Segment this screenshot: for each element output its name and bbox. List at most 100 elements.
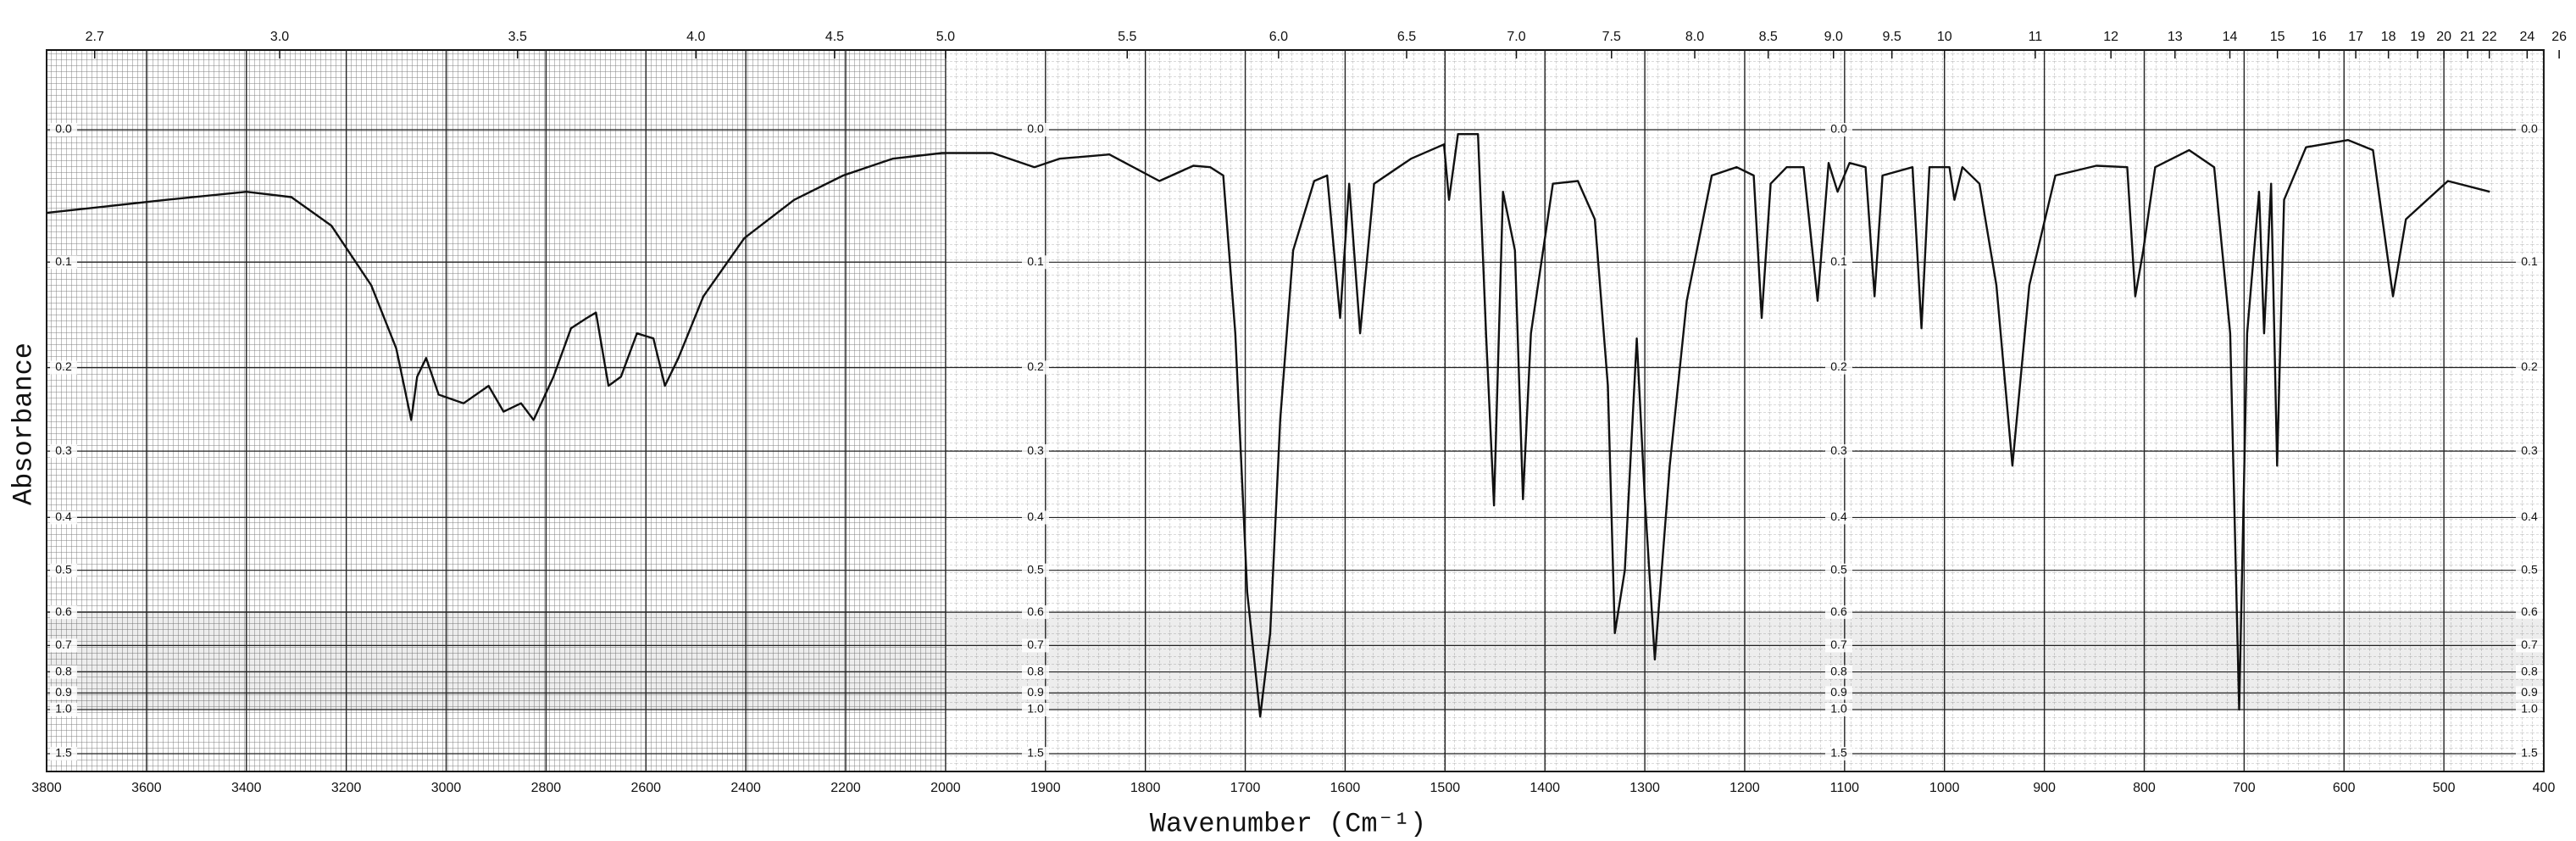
y-tick-label: 0.0 xyxy=(55,122,72,136)
y-tick-label: 0.8 xyxy=(2521,664,2538,677)
y-tick-label-bg xyxy=(1022,255,1049,270)
x2-tick-label: 11 xyxy=(2029,30,2043,44)
y-tick-label-bg xyxy=(1022,510,1049,525)
y-tick-label: 0.7 xyxy=(1027,638,1044,651)
y-tick-label-bg xyxy=(1022,605,1049,620)
y-tick-label: 0.5 xyxy=(1027,562,1044,576)
x-tick-label: 400 xyxy=(2533,781,2556,795)
y-tick-label-bg xyxy=(2516,123,2543,136)
y-tick-label-bg xyxy=(2516,747,2543,760)
y-tick-label: 0.1 xyxy=(2521,254,2538,268)
y-tick-label-bg xyxy=(50,563,77,577)
x2-tick-label: 18 xyxy=(2381,30,2396,44)
y-tick-label-bg xyxy=(1825,255,1852,270)
x-tick-label: 1700 xyxy=(1230,781,1261,795)
x-tick-label: 3400 xyxy=(231,781,262,795)
y-tick-label: 0.2 xyxy=(1027,359,1044,373)
x2-tick-label: 5.5 xyxy=(1118,30,1136,44)
y-tick-label-bg xyxy=(50,665,77,679)
y-tick-label-bg xyxy=(1022,360,1049,375)
x2-tick-label: 14 xyxy=(2223,30,2238,44)
y-tick-label: 1.5 xyxy=(1830,746,1847,760)
x-tick-label: 500 xyxy=(2433,781,2456,795)
y-tick-label-bg xyxy=(2516,703,2543,717)
y-tick-label-bg xyxy=(50,510,77,525)
x-tick-label: 2000 xyxy=(930,781,961,795)
grid-texture xyxy=(46,49,2545,772)
y-tick-label: 0.4 xyxy=(55,510,72,523)
y-tick-label-bg xyxy=(1825,665,1852,679)
y-tick-label-bg xyxy=(2516,255,2543,270)
x2-tick-label: 9.0 xyxy=(1824,30,1843,44)
y-tick-label-bg xyxy=(50,747,77,760)
y-tick-label: 0.9 xyxy=(55,685,72,699)
y-tick-label: 0.7 xyxy=(1830,638,1847,651)
x-tick-label: 700 xyxy=(2233,781,2256,795)
y-tick-label-bg xyxy=(50,255,77,270)
y-tick-label: 1.0 xyxy=(1830,702,1847,716)
x-tick-label: 1500 xyxy=(1430,781,1461,795)
x2-tick-label: 9.5 xyxy=(1883,30,1901,44)
y-tick-label: 1.5 xyxy=(1027,746,1044,760)
x-tick-label: 2600 xyxy=(630,781,661,795)
y-tick-label-bg xyxy=(1022,638,1049,653)
y-tick-label-bg xyxy=(2516,686,2543,700)
x-tick-label: 1400 xyxy=(1530,781,1560,795)
y-tick-label: 0.0 xyxy=(2521,122,2538,136)
x-tick-label: 2800 xyxy=(531,781,562,795)
x2-tick-label: 4.0 xyxy=(686,30,705,44)
y-tick-label: 1.0 xyxy=(55,702,72,716)
x2-tick-label: 24 xyxy=(2519,30,2534,44)
y-tick-label-bg xyxy=(1825,510,1852,525)
y-tick-label: 0.2 xyxy=(1830,359,1847,373)
y-tick-label: 0.7 xyxy=(55,638,72,651)
x2-tick-label: 3.0 xyxy=(270,30,289,44)
y-tick-label-bg xyxy=(1022,686,1049,700)
x2-tick-label: 8.0 xyxy=(1685,30,1704,44)
y-tick-label: 0.9 xyxy=(1830,685,1847,699)
x-tick-label: 2400 xyxy=(730,781,761,795)
y-tick-label-bg xyxy=(1022,563,1049,577)
marks xyxy=(46,133,2490,718)
y-axis-label: Absorbance xyxy=(8,343,39,505)
x2-tick-label: 21 xyxy=(2460,30,2475,44)
y-tick-label-bg xyxy=(1022,444,1049,459)
x2-tick-label: 16 xyxy=(2312,30,2327,44)
x2-tick-label: 22 xyxy=(2482,30,2497,44)
x2-tick-label: 8.5 xyxy=(1759,30,1778,44)
y-tick-label-bg xyxy=(1825,605,1852,620)
y-tick-label-bg xyxy=(2516,605,2543,620)
y-tick-label: 0.5 xyxy=(1830,562,1847,576)
y-tick-label: 0.3 xyxy=(1830,443,1847,457)
y-tick-label: 0.1 xyxy=(55,254,72,268)
y-tick-label: 0.5 xyxy=(55,562,72,576)
y-tick-label-bg xyxy=(2516,360,2543,375)
y-tick-label: 0.5 xyxy=(2521,562,2538,576)
x2-tick-label: 7.5 xyxy=(1602,30,1621,44)
x-tick-label: 3800 xyxy=(31,781,62,795)
y-tick-label-bg xyxy=(1825,360,1852,375)
y-tick-label: 0.9 xyxy=(2521,685,2538,699)
y-tick-label: 0.2 xyxy=(55,359,72,373)
x-tick-label: 2200 xyxy=(830,781,861,795)
y-tick-label-bg xyxy=(50,360,77,375)
y-tick-label: 0.6 xyxy=(55,604,72,618)
x-axis-label: Wavenumber (Cm⁻¹) xyxy=(1150,808,1427,839)
y-tick-label-bg xyxy=(2516,563,2543,577)
x2-tick-label: 7.0 xyxy=(1507,30,1525,44)
y-tick-label-bg xyxy=(1825,703,1852,717)
y-tick-label: 1.5 xyxy=(55,746,72,760)
y-tick-label-bg xyxy=(50,703,77,717)
x-tick-label: 600 xyxy=(2333,781,2356,795)
y-tick-label: 0.8 xyxy=(1830,664,1847,677)
y-tick-label-bg xyxy=(50,638,77,653)
x2-tick-label: 2.7 xyxy=(86,30,104,44)
y-tick-label: 0.8 xyxy=(55,664,72,677)
y-tick-label-bg xyxy=(1022,123,1049,136)
y-tick-label: 0.3 xyxy=(2521,443,2538,457)
y-tick-label: 0.6 xyxy=(1830,604,1847,618)
spectrum-line xyxy=(46,133,2490,718)
shade-band xyxy=(47,612,2544,710)
y-tick-label: 1.0 xyxy=(2521,702,2538,716)
